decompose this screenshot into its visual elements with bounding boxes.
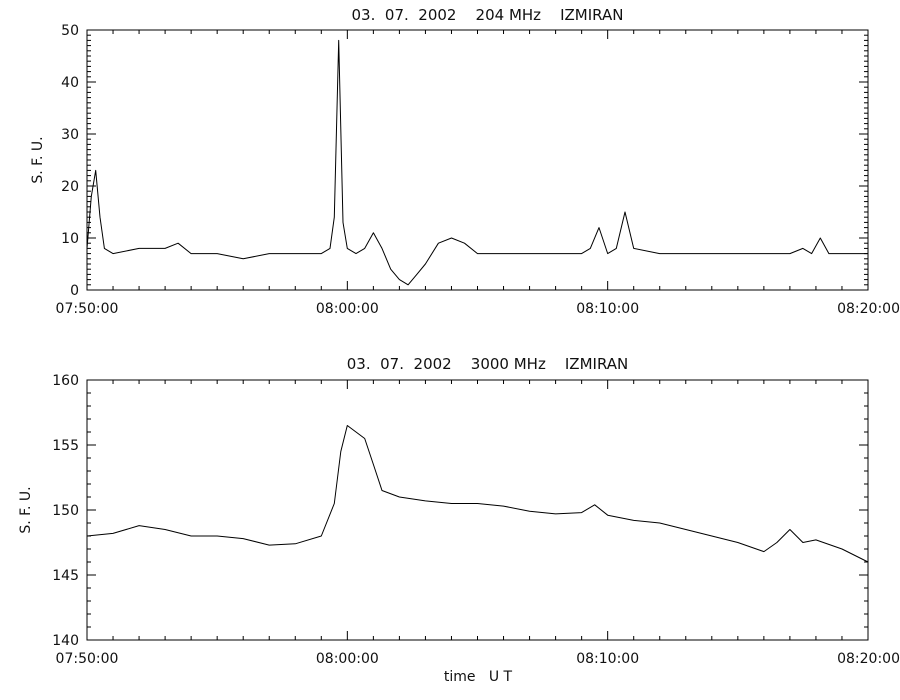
chart-2-title: 03. 07. 2002 3000 MHz IZMIRAN (347, 355, 629, 373)
chart-1-y-axis-label: S. F. U. (30, 136, 46, 183)
chart-1-y-tick-label: 50 (61, 23, 79, 39)
chart-2-y-tick-label: 150 (52, 503, 79, 519)
chart-2-y-tick-label: 145 (52, 568, 79, 584)
chart-2-x-tick-label: 08:10:00 (576, 651, 639, 667)
chart-2-x-tick-label: 07:50:00 (56, 651, 119, 667)
chart-1-x-tick-label: 08:00:00 (316, 301, 379, 317)
chart-2-y-tick-label: 155 (52, 438, 79, 454)
chart-2-x-axis-label: time U T (444, 669, 513, 685)
chart-1-y-tick-label: 40 (61, 75, 79, 91)
chart-2-y-tick-label: 160 (52, 373, 79, 389)
chart-1-title: 03. 07. 2002 204 MHz IZMIRAN (352, 6, 624, 24)
chart-1-y-tick-label: 0 (70, 283, 79, 299)
chart-2-x-tick-label: 08:20:00 (837, 651, 900, 667)
chart-2-y-axis-label: S. F. U. (18, 486, 34, 533)
chart-2-plot-frame (86, 379, 869, 641)
chart-1-x-tick-label: 07:50:00 (56, 301, 119, 317)
chart-1-y-tick-label: 10 (61, 231, 79, 247)
chart-2-y-tick-label: 140 (52, 633, 79, 649)
chart-1-x-tick-label: 08:10:00 (576, 301, 639, 317)
chart-1-series-line-1 (86, 39, 868, 286)
chart-1-y-tick-label: 20 (61, 179, 79, 195)
chart-2-x-tick-label: 08:00:00 (316, 651, 379, 667)
chart-1-plot-frame (86, 29, 869, 291)
chart-1-y-tick-label: 30 (61, 127, 79, 143)
chart-2-series-line-1 (86, 425, 869, 563)
chart-1-x-tick-label: 08:20:00 (837, 301, 900, 317)
